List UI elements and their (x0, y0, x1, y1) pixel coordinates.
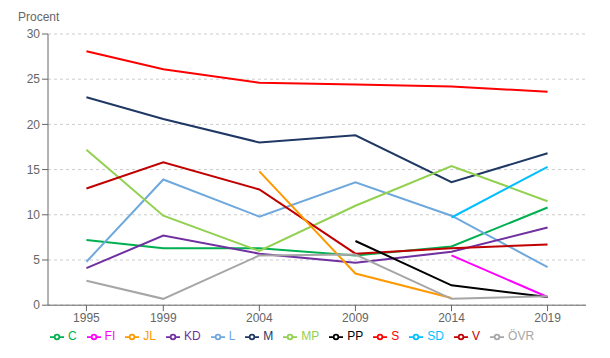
svg-text:20: 20 (27, 118, 41, 132)
html-text:Procent: Procent (18, 10, 60, 24)
svg-text:15: 15 (27, 163, 41, 177)
svg-text:25: 25 (27, 72, 41, 86)
svg-text:2014: 2014 (438, 311, 465, 325)
html-text:PP: PP (347, 329, 364, 344)
svg-text:0: 0 (33, 298, 40, 312)
html-text:SD: SD (427, 329, 444, 344)
html-text:M: M (263, 329, 274, 344)
html-text:MP: MP (301, 329, 320, 344)
svg-text:2019: 2019 (534, 311, 561, 325)
html-text:C: C (67, 329, 77, 344)
svg-text:1999: 1999 (150, 311, 177, 325)
svg-text:2004: 2004 (246, 311, 273, 325)
svg-text:2009: 2009 (342, 311, 369, 325)
svg-text:10: 10 (27, 208, 41, 222)
html-text:JL: JL (143, 329, 156, 344)
html-text:L: L (228, 329, 236, 344)
svg-text:30: 30 (27, 27, 41, 41)
html-text:FI: FI (104, 329, 116, 344)
svg-text:1995: 1995 (73, 311, 100, 325)
svg-text:5: 5 (33, 253, 40, 267)
html-text:KD: KD (184, 329, 201, 344)
html-text:V: V (472, 329, 480, 344)
html-text:ÖVR: ÖVR (508, 329, 535, 344)
html-text:S: S (391, 329, 400, 344)
